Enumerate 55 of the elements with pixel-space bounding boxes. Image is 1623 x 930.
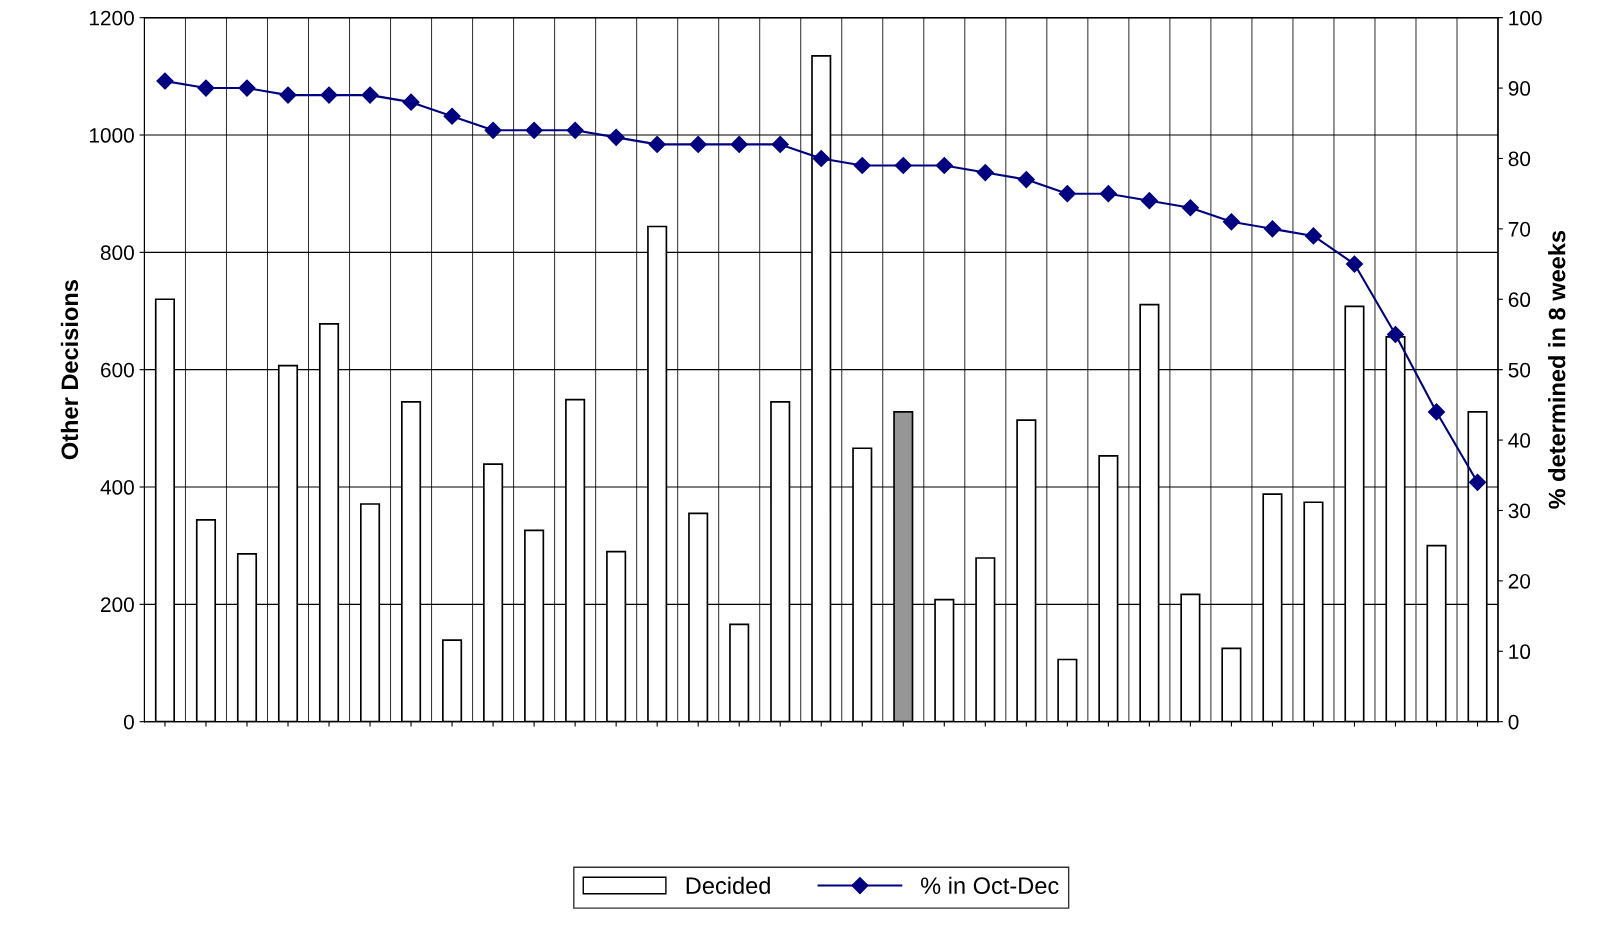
point: [1263, 220, 1281, 238]
point: [197, 79, 215, 97]
point: [320, 86, 338, 104]
point: [484, 121, 502, 139]
point: [443, 107, 461, 125]
legend-label: % in Oct-Dec: [920, 876, 1059, 895]
point: [1058, 185, 1076, 203]
y-tick-label: 600: [101, 362, 134, 378]
y-tick-label: 0: [123, 714, 134, 730]
point: [607, 128, 625, 146]
point: [689, 135, 707, 153]
y2-tick-label: 80: [1508, 151, 1531, 167]
point: [402, 93, 420, 111]
point: [730, 135, 748, 153]
point: [1304, 227, 1323, 245]
y2-tick-label: 30: [1508, 503, 1531, 519]
point: [894, 156, 912, 175]
point: [1386, 325, 1405, 344]
point: [648, 135, 666, 153]
y2-tick-label: 10: [1509, 644, 1531, 660]
point: [853, 156, 871, 175]
legend-label: Decided: [686, 876, 770, 895]
y2-axis-title: % determined in 8 weeks: [1548, 230, 1566, 509]
point: [525, 121, 543, 139]
y-tick-label: 400: [100, 480, 134, 495]
point: [1017, 171, 1035, 189]
point: [238, 79, 256, 97]
point: [1427, 403, 1446, 421]
point: [1345, 255, 1364, 273]
point: [935, 156, 953, 175]
point: [976, 164, 994, 182]
y-tick-label: 1000: [89, 128, 134, 143]
y2-tick-label: 20: [1508, 573, 1531, 589]
point: [812, 149, 830, 168]
y2-tick-label: 0: [1508, 714, 1519, 730]
point: [361, 86, 379, 104]
point: [566, 121, 584, 139]
y-tick-label: 1200: [89, 10, 134, 26]
y2-tick-label: 70: [1508, 221, 1531, 237]
point: [1222, 213, 1240, 231]
point: [1140, 192, 1158, 210]
point: [771, 135, 789, 153]
y-axis-title: Other Decisions: [60, 280, 79, 460]
point: [1468, 473, 1487, 491]
y2-tick-label: 50: [1508, 362, 1531, 378]
point: [279, 86, 297, 104]
y2-tick-label: 100: [1509, 10, 1542, 26]
y-tick-label: 200: [101, 597, 134, 613]
y-tick-label: 800: [100, 245, 134, 261]
y2-tick-label: 60: [1508, 292, 1531, 308]
point: [1099, 185, 1117, 203]
point: [1181, 199, 1199, 217]
y2-tick-label: 40: [1508, 433, 1531, 448]
y2-tick-label: 90: [1508, 81, 1531, 96]
point: [156, 72, 174, 90]
